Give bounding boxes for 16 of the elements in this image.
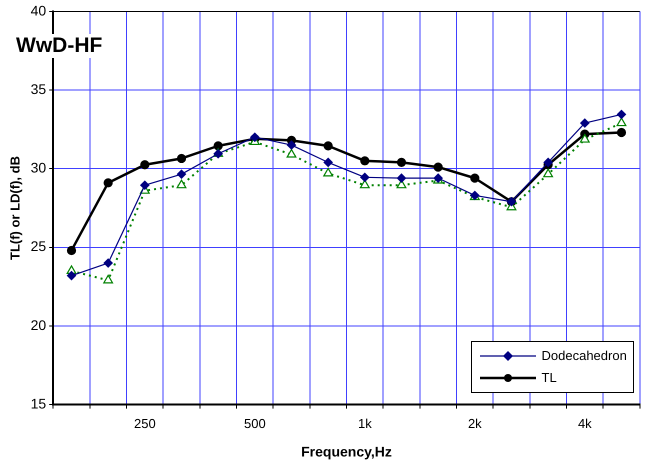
y-tick-label: 15 — [30, 395, 46, 412]
legend-label: TL — [542, 370, 557, 386]
y-tick-label: 35 — [30, 80, 46, 97]
y-tick-label: 40 — [30, 2, 46, 18]
x-tick-label: 500 — [244, 416, 266, 431]
x-tick-label: 250 — [134, 416, 156, 431]
y-tick-label: 25 — [30, 238, 46, 254]
y-tick-label: 30 — [30, 160, 46, 176]
text: WwD-HF — [14, 34, 104, 58]
x-tick-label: 1k — [358, 416, 372, 431]
y-tick-label: 20 — [30, 316, 46, 333]
x-tick-label: 4k — [578, 416, 592, 431]
y-axis-title: TL(f) or LD(f), dB — [7, 156, 22, 260]
legend-label: Dodecahedron — [542, 348, 627, 364]
x-axis-title: Frequency,Hz — [301, 443, 392, 460]
x-tick-label: 2k — [468, 416, 482, 431]
